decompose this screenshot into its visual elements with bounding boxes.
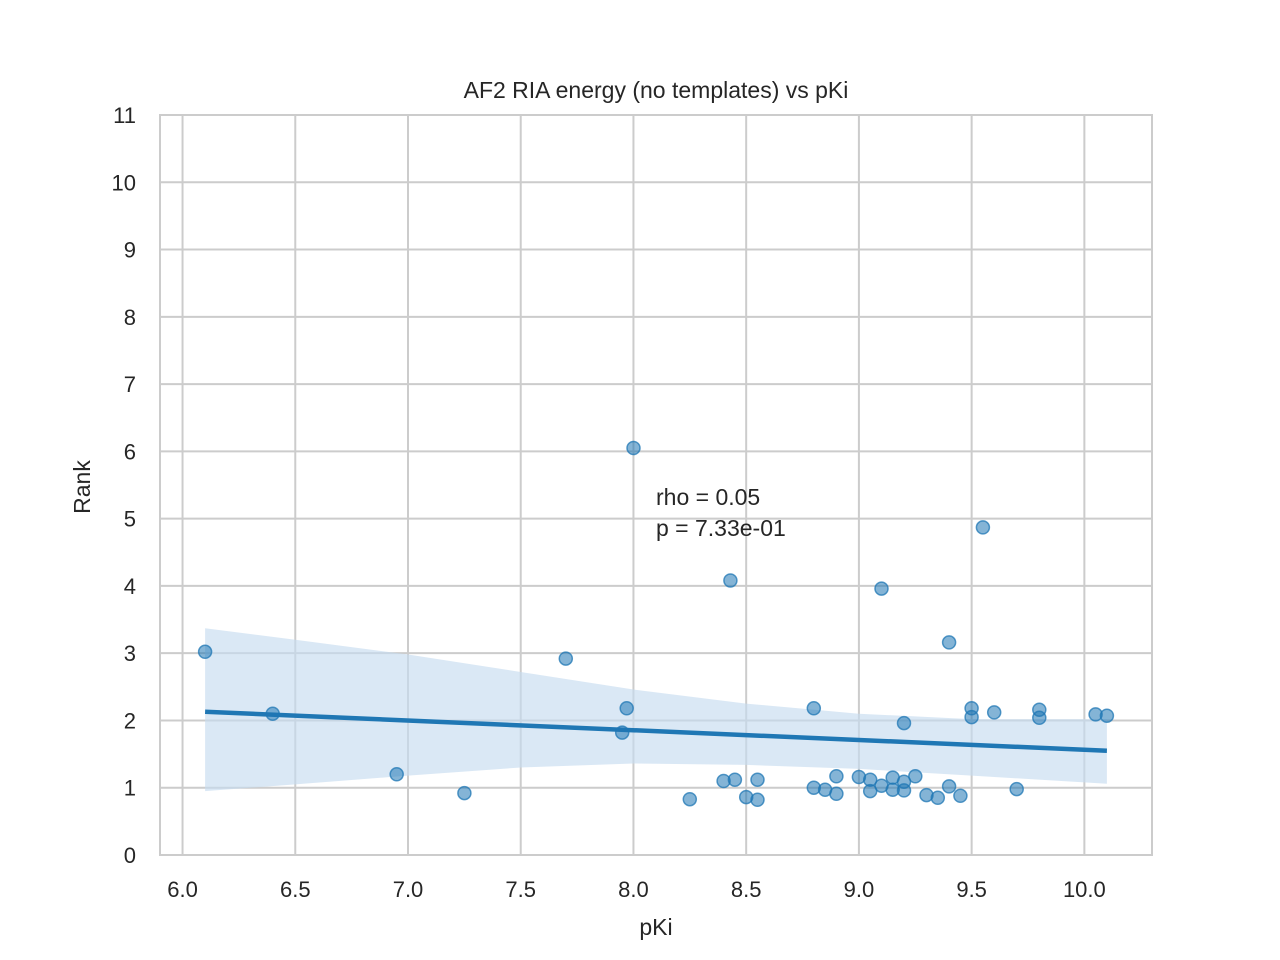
x-tick-label: 8.5 <box>731 877 762 902</box>
y-tick-label: 10 <box>112 170 136 195</box>
data-point <box>896 783 912 798</box>
y-tick-label: 5 <box>124 507 136 532</box>
data-point <box>682 791 698 807</box>
data-point <box>908 769 923 784</box>
data-point <box>829 786 844 802</box>
x-tick-label: 8.0 <box>618 877 649 902</box>
data-point <box>558 651 574 666</box>
regression-line-layer <box>204 709 1108 753</box>
data-point <box>265 706 280 721</box>
chart-title: AF2 RIA energy (no templates) vs pKi <box>464 77 849 103</box>
data-point <box>941 779 957 794</box>
data-point <box>750 792 765 808</box>
data-point <box>829 769 844 784</box>
data-point <box>614 725 630 740</box>
y-tick-label: 11 <box>113 103 136 128</box>
x-tick-label: 7.0 <box>393 877 424 902</box>
y-axis-label: Rank <box>69 460 95 514</box>
y-tick-label: 8 <box>124 305 136 330</box>
confidence-band <box>205 628 1107 792</box>
regression-line <box>204 709 1108 753</box>
x-axis-label: pKi <box>639 914 672 940</box>
x-tick-label: 6.5 <box>280 877 311 902</box>
data-point <box>874 581 889 596</box>
data-point <box>723 573 738 588</box>
x-tick-label: 6.0 <box>167 877 198 902</box>
data-point <box>197 644 213 660</box>
y-tick-labels: 0 1 2 3 4 5 6 7 8 9 10 11 <box>112 103 136 868</box>
x-tick-labels: 6.0 6.5 7.0 7.5 8.0 8.5 9.0 9.5 10.0 <box>167 877 1106 902</box>
y-tick-label: 6 <box>124 439 136 464</box>
data-point <box>626 440 641 456</box>
data-point <box>619 701 634 716</box>
p-value-label: p = 7.33e-01 <box>656 515 786 541</box>
y-tick-label: 3 <box>124 641 136 666</box>
data-point <box>806 701 822 716</box>
data-point <box>964 709 979 725</box>
data-points <box>197 440 1115 808</box>
data-point <box>896 715 912 731</box>
y-tick-label: 9 <box>124 238 136 263</box>
data-point <box>457 785 472 801</box>
y-tick-label: 4 <box>124 574 136 599</box>
correlation-annotation: rho = 0.05 p = 7.33e-01 <box>656 484 786 541</box>
x-tick-label: 10.0 <box>1063 877 1106 902</box>
data-point <box>953 788 968 804</box>
data-point <box>750 772 765 787</box>
data-point <box>389 767 404 782</box>
plot-frame <box>159 114 1153 856</box>
data-point <box>930 790 946 806</box>
data-point <box>1009 781 1024 797</box>
confidence-band-layer <box>205 628 1107 792</box>
y-tick-label: 7 <box>124 372 136 397</box>
x-tick-label: 9.0 <box>844 877 875 902</box>
y-tick-label: 2 <box>124 708 136 733</box>
x-tick-label: 7.5 <box>505 877 536 902</box>
y-tick-label: 0 <box>124 843 136 868</box>
rho-label: rho = 0.05 <box>656 484 760 510</box>
data-point <box>1099 708 1115 723</box>
x-tick-label: 9.5 <box>956 877 987 902</box>
data-point <box>1032 710 1047 726</box>
data-point <box>941 635 957 650</box>
data-point <box>986 705 1002 720</box>
y-tick-label: 1 <box>124 776 136 801</box>
data-point <box>975 520 991 535</box>
data-point <box>727 772 743 787</box>
